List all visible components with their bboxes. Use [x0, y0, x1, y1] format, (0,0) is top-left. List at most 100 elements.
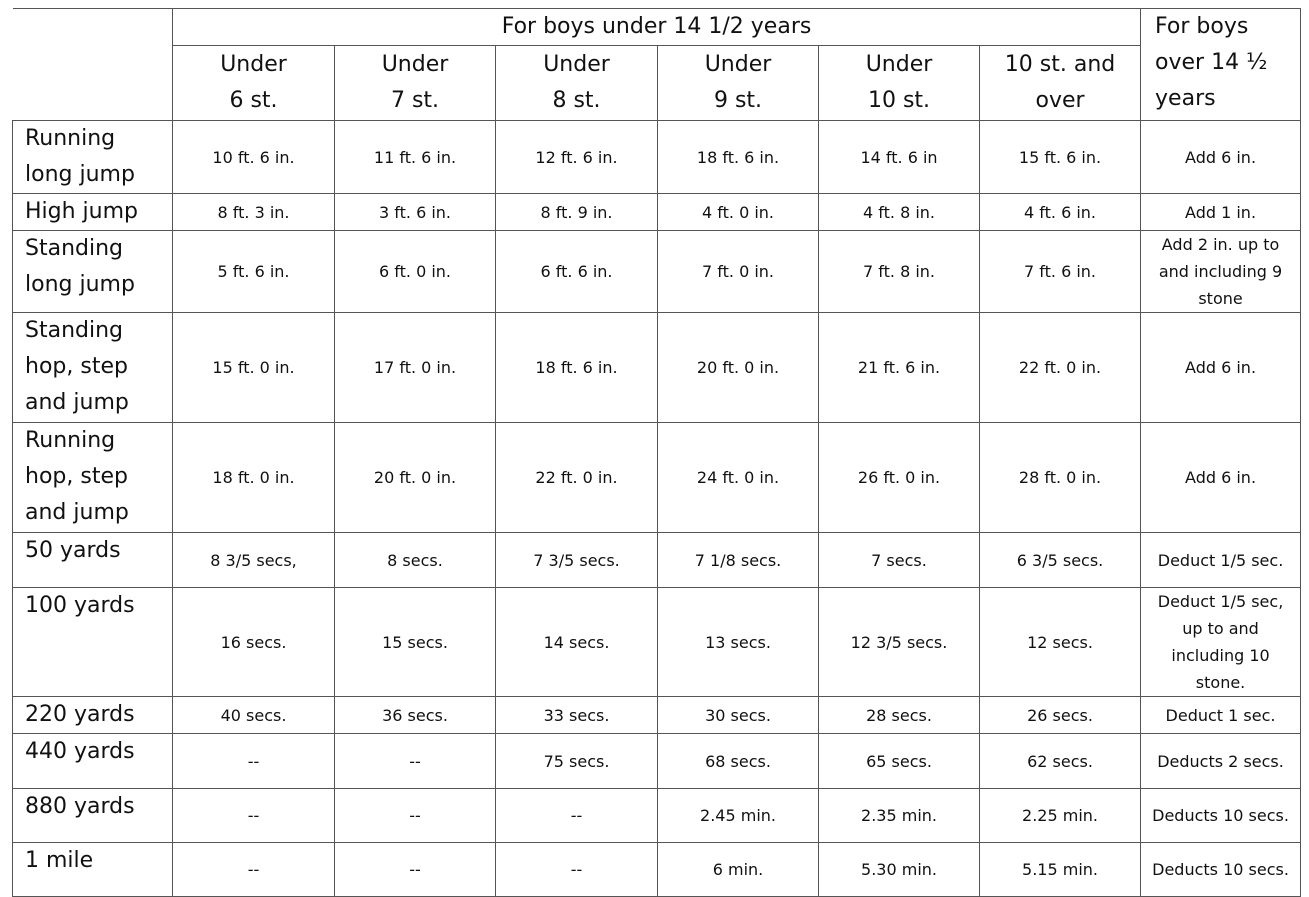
column-header-line: Under [381, 52, 449, 77]
data-cell: 7 3/5 secs. [495, 532, 658, 588]
column-header: Under 7 st. [334, 45, 496, 121]
data-cell: 3 ft. 6 in. [334, 193, 496, 231]
column-header: Under 6 st. [172, 45, 335, 121]
data-cell: 15 ft. 6 in. [978, 120, 1142, 194]
column-header-line: Under [865, 52, 933, 77]
over-title: For boys over 14 ½ years [1140, 8, 1302, 121]
data-cell: 6 ft. 6 in. [495, 230, 658, 313]
row-label: 100 yards [12, 587, 173, 697]
column-header-line: 9 st. [713, 88, 763, 113]
header-row: For boys under 14 1/2 years For boys ove… [12, 8, 1302, 121]
adjustment-cell: Add 6 in. [1140, 422, 1302, 533]
column-header-line: 10 st. and [1004, 52, 1116, 77]
table-body: For boys under 14 1/2 years For boys ove… [12, 8, 1302, 897]
data-cell: 5.15 min. [978, 842, 1142, 897]
table-row: Running long jump 10 ft. 6 in. 11 ft. 6 in… [12, 120, 1302, 194]
data-cell: 16 secs. [172, 587, 335, 697]
group-title: For boys under 14 1/2 years [171, 8, 1142, 46]
data-cell: 75 secs. [495, 733, 658, 789]
data-cell: 12 ft. 6 in. [495, 120, 658, 194]
data-cell: 18 ft. 0 in. [172, 422, 335, 533]
data-cell: -- [334, 842, 496, 897]
data-cell: 6 min. [657, 842, 819, 897]
standards-table: For boys under 14 1/2 years For boys ove… [12, 8, 1302, 897]
row-label: 880 yards [12, 788, 173, 843]
data-cell: -- [172, 788, 335, 843]
data-cell: 5 ft. 6 in. [172, 230, 335, 313]
data-cell: 65 secs. [818, 733, 980, 789]
data-cell: 4 ft. 8 in. [818, 193, 980, 231]
table-row: 50 yards 8 3/5 secs, 8 secs. 7 3/5 secs. 7 1… [12, 532, 1302, 588]
data-cell: 8 secs. [334, 532, 496, 588]
row-label: 50 yards [12, 532, 173, 588]
column-header-line: Under [220, 52, 287, 77]
column-header: Under 8 st. [495, 45, 658, 121]
data-cell: 2.45 min. [657, 788, 819, 843]
data-cell: 30 secs. [657, 696, 819, 734]
column-header: Under 10 st. [818, 45, 980, 121]
data-cell: 8 3/5 secs, [172, 532, 335, 588]
column-header-line: 6 st. [229, 88, 278, 113]
data-cell: 36 secs. [334, 696, 496, 734]
data-cell: 10 ft. 6 in. [172, 120, 335, 194]
data-cell: 7 secs. [818, 532, 980, 588]
row-label: 220 yards [12, 696, 173, 734]
column-header: 10 st. and over [978, 45, 1142, 121]
table-row: Standing long jump 5 ft. 6 in. 6 ft. 0 in.… [12, 230, 1302, 313]
data-cell: 62 secs. [978, 733, 1142, 789]
row-label: Running hop, step and jump [12, 422, 173, 533]
row-label: 1 mile [12, 842, 173, 897]
adjustment-cell: Add 6 in. [1140, 120, 1302, 194]
row-label: High jump [12, 193, 173, 231]
data-cell: 7 ft. 8 in. [818, 230, 980, 313]
data-cell: -- [334, 788, 496, 843]
corner-cell [12, 8, 173, 121]
column-header-line: Under [543, 52, 610, 77]
data-cell: 4 ft. 6 in. [978, 193, 1142, 231]
data-cell: 68 secs. [657, 733, 819, 789]
row-label: Standing long jump [12, 230, 173, 313]
table-row: 1 mile -- -- -- 6 min. 5.30 min. 5.15 min. Dedu… [12, 842, 1302, 897]
data-cell: 2.25 min. [978, 788, 1142, 843]
data-cell: 11 ft. 6 in. [334, 120, 496, 194]
adjustment-cell: Deducts 10 secs. [1140, 788, 1302, 843]
header-row: Under 6 st. Under 7 st. Under 8 st. Under 9 st.… [13, 45, 1301, 121]
row-label: 440 yards [12, 733, 173, 789]
data-cell: -- [172, 733, 335, 789]
data-cell: 20 ft. 0 in. [334, 422, 496, 533]
data-cell: 17 ft. 0 in. [334, 312, 496, 423]
data-cell: 22 ft. 0 in. [978, 312, 1142, 423]
data-cell: 20 ft. 0 in. [657, 312, 819, 423]
data-cell: 14 ft. 6 in [818, 120, 980, 194]
data-cell: 18 ft. 6 in. [657, 120, 819, 194]
data-cell: 22 ft. 0 in. [495, 422, 658, 533]
data-cell: 7 ft. 0 in. [657, 230, 819, 313]
data-cell: 28 secs. [818, 696, 980, 734]
data-cell: 13 secs. [657, 587, 819, 697]
adjustment-cell: Deduct 1/5 sec, up to and including 10 s… [1140, 587, 1302, 697]
column-header-line: 7 st. [390, 88, 440, 113]
data-cell: 2.35 min. [818, 788, 980, 843]
table-row: High jump 8 ft. 3 in. 3 ft. 6 in. 8 ft. 9 i… [12, 193, 1302, 231]
data-cell: 26 secs. [978, 696, 1142, 734]
data-cell: 4 ft. 0 in. [657, 193, 819, 231]
adjustment-cell: Deduct 1 sec. [1140, 696, 1302, 734]
data-cell: 26 ft. 0 in. [818, 422, 980, 533]
data-cell: -- [334, 733, 496, 789]
data-cell: 15 ft. 0 in. [172, 312, 335, 423]
table-row: 440 yards -- -- 75 secs. 68 secs. 65 secs. 62 … [12, 733, 1302, 789]
data-cell: 8 ft. 9 in. [495, 193, 658, 231]
data-cell: 40 secs. [172, 696, 335, 734]
data-cell: 5.30 min. [818, 842, 980, 897]
adjustment-cell: Deducts 2 secs. [1140, 733, 1302, 789]
data-cell: 33 secs. [495, 696, 658, 734]
data-cell: -- [495, 788, 658, 843]
data-cell: 28 ft. 0 in. [978, 422, 1142, 533]
adjustment-cell: Deduct 1/5 sec. [1140, 532, 1302, 588]
row-label: Standing hop, step and jump [12, 312, 173, 423]
row-label: Running long jump [12, 120, 173, 194]
adjustment-cell: Deducts 10 secs. [1140, 842, 1302, 897]
data-cell: 12 3/5 secs. [818, 587, 980, 697]
table-row: 880 yards -- -- -- 2.45 min. 2.35 min. 2.25 mi… [12, 788, 1302, 843]
